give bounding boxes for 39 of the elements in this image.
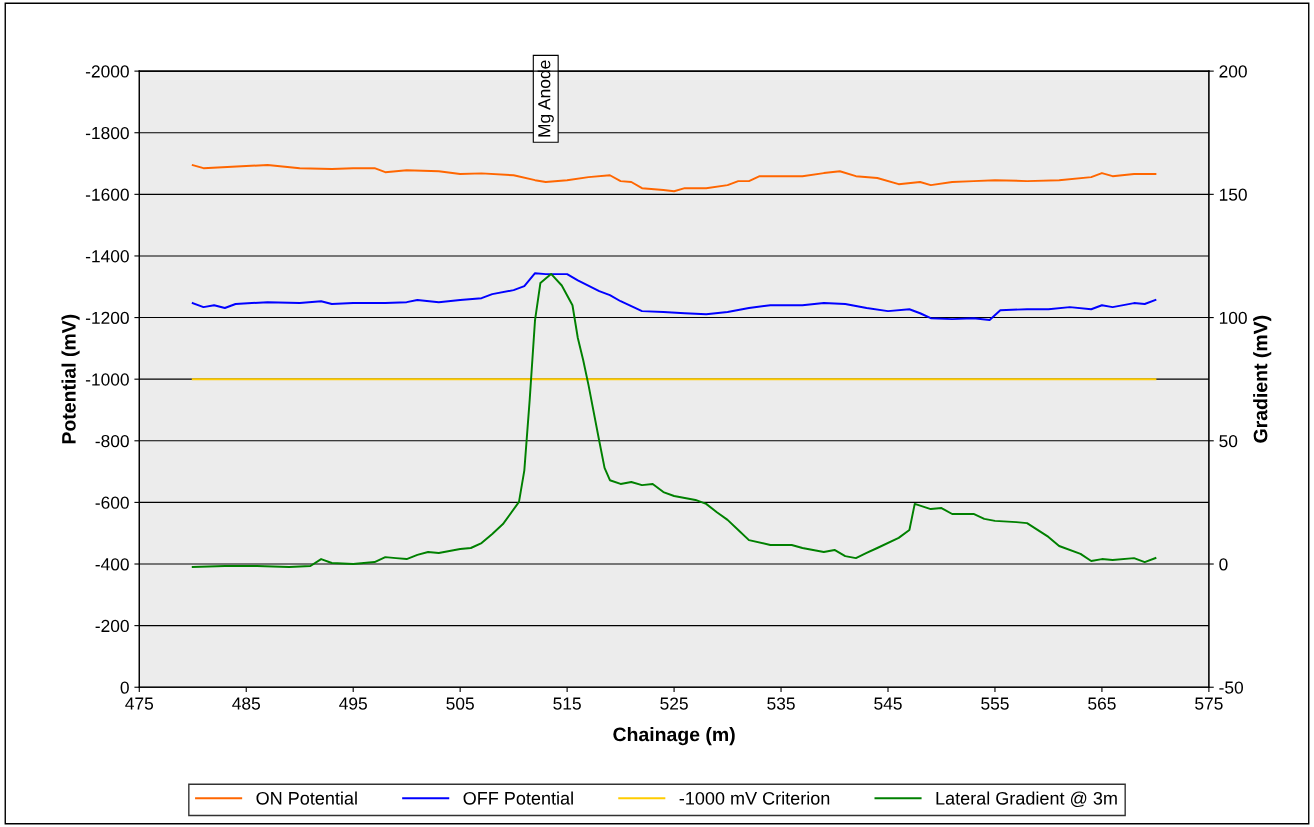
y-axis-title: Potential (mV)	[61, 314, 80, 444]
x-tick-label: 535	[767, 697, 795, 710]
y-tick-label: -1200	[85, 311, 129, 325]
line-series	[191, 272, 1157, 321]
x-tick-label: 485	[232, 697, 260, 710]
y-tick-label: -2000	[85, 65, 129, 78]
y-tick-label: 0	[120, 681, 129, 694]
y-tick-label: -1800	[85, 126, 129, 140]
y2-tick-label: 200	[1219, 65, 1247, 78]
x-tick-label: 495	[339, 697, 367, 710]
y-tick-label: -600	[95, 496, 129, 509]
y-tick-label: -200	[95, 619, 129, 633]
y-tick-label: -400	[95, 558, 129, 571]
x-tick-label: 575	[1195, 697, 1223, 710]
legend-label: Lateral Gradient @ 3m	[936, 791, 1117, 808]
y2-axis-title: Gradient (mV)	[1253, 315, 1272, 443]
x-tick-label: 555	[981, 697, 1009, 710]
line-series	[191, 272, 1157, 568]
y-tick-label: -800	[95, 434, 129, 448]
annotation: Mg Anode	[537, 60, 554, 137]
x-tick-label: 565	[1088, 697, 1116, 710]
x-axis-title: Chainage (m)	[613, 727, 735, 746]
y-tick-label: -1000	[85, 373, 129, 386]
x-tick-label: 475	[125, 697, 154, 710]
legend-label: -1000 mV Criterion	[679, 791, 830, 805]
y2-tick-label: 150	[1219, 188, 1247, 201]
legend-label: OFF Potential	[463, 791, 573, 805]
y-tick-label: -1600	[85, 188, 129, 201]
y2-tick-label: 0	[1219, 558, 1228, 571]
y2-tick-label: 50	[1219, 434, 1238, 448]
x-tick-label: 545	[874, 697, 902, 710]
y-tick-label: -1400	[85, 250, 129, 263]
line-series	[191, 164, 1157, 193]
legend-label: ON Potential	[256, 791, 357, 805]
y2-tick-label: 100	[1219, 311, 1247, 325]
y2-tick-label: -50	[1219, 681, 1244, 694]
x-tick-label: 505	[446, 697, 474, 710]
x-tick-label: 515	[553, 697, 581, 710]
x-tick-label: 525	[660, 697, 688, 710]
